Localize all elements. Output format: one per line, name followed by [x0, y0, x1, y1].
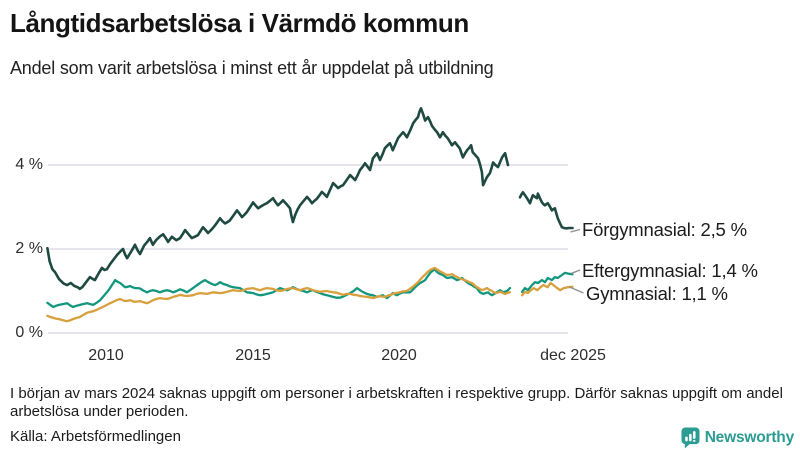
y-tick-4pct: 4 %: [15, 156, 43, 173]
chart-subtitle: Andel som varit arbetslösa i minst ett å…: [10, 58, 494, 78]
page-title: Långtidsarbetslösa i Värmdö kommun: [10, 8, 469, 38]
newsworthy-logo-icon: [681, 427, 700, 448]
x-tick-dec-2025: dec 2025: [540, 347, 606, 364]
line-gymnasial: [46, 266, 574, 323]
x-tick-2020: 2020: [381, 347, 417, 364]
brand-name: Newsworthy: [704, 428, 795, 446]
source-attribution: Källa: Arbetsförmedlingen: [10, 428, 181, 445]
label-leader-eftergymnasial: [570, 269, 581, 275]
label-leader-gymnasial: [569, 286, 584, 294]
label-leader-förgymnasial: [570, 228, 581, 233]
y-tick-2pct: 2 %: [15, 240, 43, 257]
x-tick-2010: 2010: [88, 347, 124, 364]
series-label-gymnasial: Gymnasial: 1,1 %: [586, 283, 728, 304]
line-förgymnasial: [46, 107, 574, 291]
series-label-eftergymnasial: Eftergymnasial: 1,4 %: [582, 260, 758, 281]
footnote: I början av mars 2024 saknas uppgift om …: [10, 385, 783, 420]
series-label-förgymnasial: Förgymnasial: 2,5 %: [582, 219, 747, 240]
branding: Newsworthy: [681, 426, 794, 449]
x-tick-2015: 2015: [235, 347, 271, 364]
y-tick-0pct: 0 %: [15, 324, 43, 341]
